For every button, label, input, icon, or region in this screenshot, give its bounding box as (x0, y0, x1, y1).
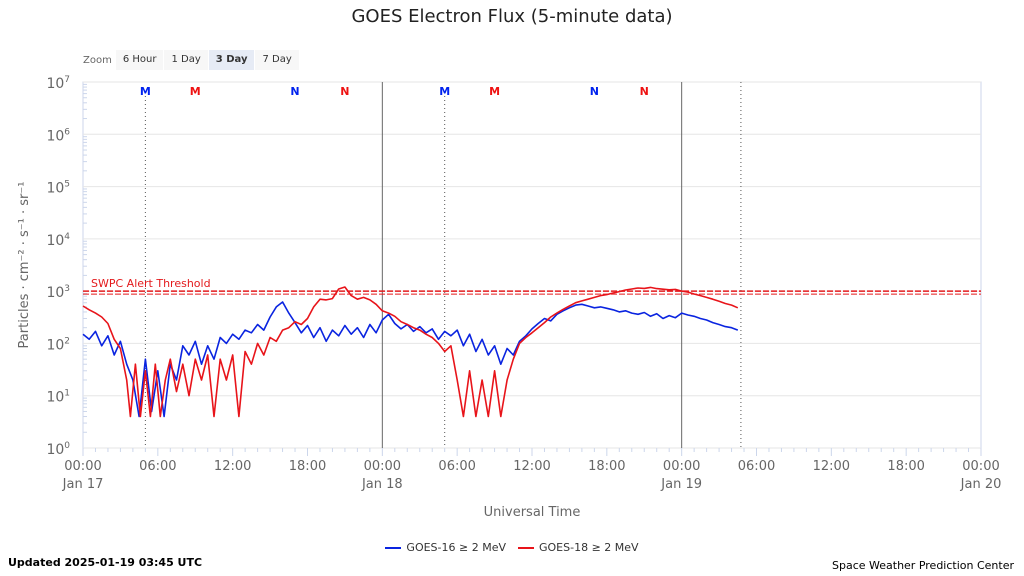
x-tick-label: 06:00 (438, 459, 475, 474)
zoom-7-day-button[interactable]: 7 Day (255, 50, 299, 70)
midnight-noon-marker: N (340, 85, 349, 98)
legend-swatch-goes18 (518, 546, 534, 549)
x-tick-label: 00:00 (962, 459, 999, 474)
zoom-1-day-button[interactable]: 1 Day (164, 50, 208, 70)
y-tick-label: 106 (46, 127, 70, 144)
x-tick-label: 12:00 (214, 459, 251, 474)
x-tick-label: 00:00 (663, 459, 700, 474)
x-tick-label: 00:00 (64, 459, 101, 474)
legend-goes16[interactable]: GOES-16 ≥ 2 MeV (385, 541, 506, 554)
zoom-6-hour-button[interactable]: 6 Hour (115, 50, 164, 70)
x-tick-date-label: Jan 19 (660, 477, 702, 492)
y-tick-label: 103 (46, 284, 70, 301)
x-tick-label: 12:00 (513, 459, 550, 474)
zoom-3-day-button[interactable]: 3 Day (208, 50, 255, 70)
y-tick-label: 101 (46, 389, 70, 406)
x-tick-label: 00:00 (364, 459, 401, 474)
x-tick-date-label: Jan 20 (960, 477, 1002, 492)
x-tick-label: 18:00 (289, 459, 326, 474)
x-tick-label: 06:00 (139, 459, 176, 474)
x-tick-label: 06:00 (738, 459, 775, 474)
threshold-label: SWPC Alert Threshold (91, 277, 211, 290)
plot-border (82, 81, 982, 449)
x-axis-title: Universal Time (484, 505, 581, 520)
midnight-noon-marker: M (489, 85, 500, 98)
x-tick-date-label: Jan 17 (62, 477, 104, 492)
x-tick-label: 18:00 (887, 459, 924, 474)
midnight-noon-marker: M (439, 85, 450, 98)
y-tick-label: 105 (46, 180, 70, 197)
series-goes16-line (82, 301, 739, 418)
y-tick-label: 104 (46, 232, 70, 249)
midnight-noon-marker: N (290, 85, 299, 98)
legend-goes18[interactable]: GOES-18 ≥ 2 MeV (518, 541, 639, 554)
chart-title: GOES Electron Flux (5-minute data) (351, 6, 673, 27)
y-tick-label: 102 (46, 336, 70, 353)
zoom-controls: Zoom 6 Hour 1 Day 3 Day 7 Day (83, 50, 300, 70)
chart-plot: 100 101 102 103 104 105 106 107 00:00 Jan 17 06:00… (17, 75, 1002, 520)
legend: GOES-16 ≥ 2 MeV GOES-18 ≥ 2 MeV (0, 541, 1024, 554)
midnight-noon-marker: N (640, 85, 649, 98)
zoom-label: Zoom (83, 54, 112, 66)
credit-text: Space Weather Prediction Center (832, 559, 1014, 572)
legend-label-goes16: GOES-16 ≥ 2 MeV (406, 541, 506, 554)
x-tick-label: 18:00 (588, 459, 625, 474)
updated-timestamp: Updated 2025-01-19 03:45 UTC (8, 556, 203, 569)
midnight-noon-marker: N (590, 85, 599, 98)
legend-swatch-goes16 (385, 546, 402, 549)
series-goes18-line (82, 286, 739, 418)
midnight-noon-marker: M (140, 85, 151, 98)
y-axis-title: Particles · cm⁻² · s⁻¹ · sr⁻¹ (17, 182, 32, 349)
legend-label-goes18: GOES-18 ≥ 2 MeV (539, 541, 639, 554)
midnight-noon-marker: M (190, 85, 201, 98)
y-tick-label: 100 (46, 441, 70, 458)
x-tick-label: 12:00 (813, 459, 850, 474)
x-tick-date-label: Jan 18 (361, 477, 403, 492)
y-tick-label: 107 (46, 75, 70, 92)
